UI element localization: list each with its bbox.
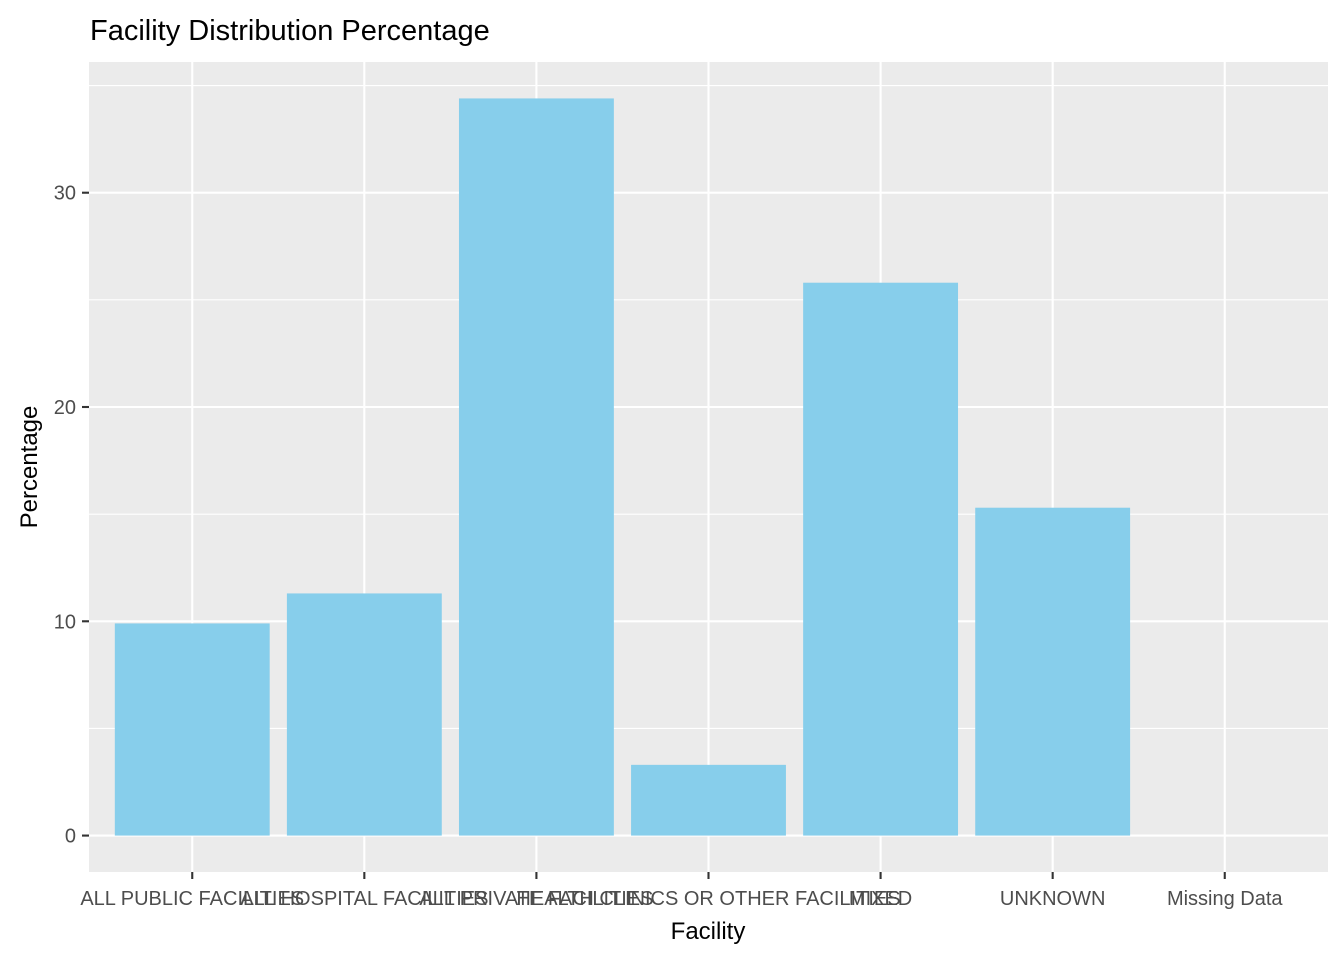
y-tick-label: 20 [54,397,76,419]
y-axis-title: Percentage [16,406,43,529]
bar [975,507,1131,836]
y-tick-label: 10 [54,611,76,633]
bar [458,98,614,836]
bar [631,764,786,836]
chart-title: Facility Distribution Percentage [90,15,490,47]
x-tick-label: UNKNOWN [1000,888,1106,910]
y-tick-label: 30 [54,183,76,205]
x-tick-label: MIXED [849,888,912,910]
x-tick-label: HEALTH CLINICS OR OTHER FACILITIES [516,888,900,910]
bar [114,623,270,836]
bar [286,593,442,836]
x-tick-label: Missing Data [1167,888,1283,910]
x-tick-label: ALL HOSPITAL FACILITIES [240,888,488,910]
x-tick-label: ALL PUBLIC FACILITIES [80,888,304,910]
x-axis-title: Facility [671,918,746,945]
bars [114,98,1131,836]
y-tick-label: 0 [65,826,76,848]
x-tick-label: ALL PRIVATE FACILITIES [419,888,653,910]
y-axis: 0 10 20 30 [54,183,89,848]
bar [803,282,959,836]
